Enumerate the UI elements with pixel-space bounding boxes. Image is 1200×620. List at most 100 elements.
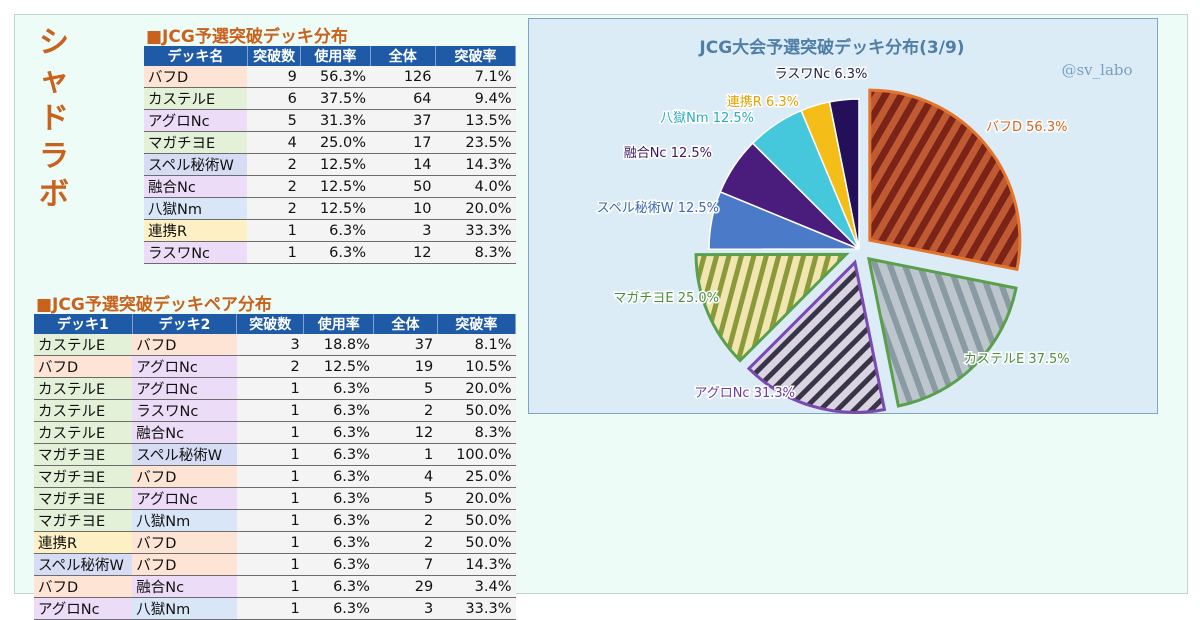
- table-row: ラスワNc 1 6.3% 12 8.3%: [144, 241, 516, 264]
- value-cell: 1: [236, 421, 304, 444]
- watermark: @sv_labo: [1061, 61, 1132, 79]
- value-cell: 1: [236, 465, 304, 488]
- deck-name-cell: カステルE: [144, 87, 248, 110]
- value-cell: 6.3%: [303, 531, 374, 554]
- deck-name-cell: 八獄Nm: [132, 509, 237, 532]
- value-cell: 1: [236, 443, 304, 466]
- table-row: カステルE 融合Nc 1 6.3% 12 8.3%: [34, 421, 516, 444]
- pie-chart: JCG大会予選突破デッキ分布(3/9) @sv_labo バフD 56.3% カス…: [595, 37, 1133, 414]
- table-row: 連携R バフD 1 6.3% 2 50.0%: [34, 531, 516, 554]
- deck-name-cell: スペル秘術W: [132, 443, 237, 466]
- value-cell: 12.5%: [303, 355, 374, 378]
- column-header: 突破数: [247, 46, 302, 66]
- value-cell: 3: [373, 597, 438, 620]
- pie-slice: [694, 252, 850, 363]
- deck-table-title: ■JCG予選突破デッキ分布: [146, 27, 348, 47]
- value-cell: 10: [370, 197, 436, 220]
- value-cell: 50: [370, 175, 436, 198]
- slice-label: バフD 56.3%: [986, 120, 1067, 135]
- value-cell: 7: [373, 553, 438, 576]
- deck-name-cell: マガチヨE: [34, 509, 133, 532]
- table-row: アグロNc 八獄Nm 1 6.3% 3 33.3%: [34, 597, 516, 620]
- value-cell: 6.3%: [300, 241, 371, 264]
- value-cell: 4.0%: [435, 175, 516, 198]
- value-cell: 14.3%: [437, 553, 516, 576]
- value-cell: 3: [370, 219, 436, 242]
- deck-name-cell: アグロNc: [132, 355, 237, 378]
- column-header: 全体: [370, 46, 437, 66]
- table-row: バフD 融合Nc 1 6.3% 29 3.4%: [34, 575, 516, 598]
- side-title-char: ボ: [39, 177, 69, 212]
- slice-label: マガチヨE 25.0%: [613, 291, 719, 306]
- deck-distribution-table: デッキ名 突破数 使用率 全体 突破率 バフD 9 56.3% 126 7.1% カステルE 6 37…: [144, 46, 516, 264]
- value-cell: 17: [370, 131, 436, 154]
- value-cell: 25.0%: [437, 465, 516, 488]
- column-header: 突破数: [236, 314, 305, 334]
- table-row: マガチヨE スペル秘術W 1 6.3% 1 100.0%: [34, 443, 516, 466]
- value-cell: 6.3%: [303, 509, 374, 532]
- deck-name-cell: 連携R: [34, 531, 133, 554]
- column-header: 使用率: [303, 314, 375, 334]
- pie-chart-panel: JCG大会予選突破デッキ分布(3/9) @sv_labo バフD 56.3% カス…: [528, 18, 1158, 414]
- value-cell: 37: [370, 109, 436, 132]
- chart-title: JCG大会予選突破デッキ分布(3/9): [698, 37, 964, 58]
- value-cell: 64: [370, 87, 436, 110]
- deck-name-cell: アグロNc: [132, 377, 237, 400]
- side-title-char: ラ: [39, 139, 69, 174]
- value-cell: 19: [373, 355, 438, 378]
- value-cell: 2: [247, 153, 301, 176]
- value-cell: 100.0%: [437, 443, 516, 466]
- value-cell: 8.1%: [437, 334, 516, 356]
- table-row: カステルE 6 37.5% 64 9.4%: [144, 87, 516, 110]
- value-cell: 1: [236, 377, 304, 400]
- value-cell: 50.0%: [437, 531, 516, 554]
- pie-slice: [828, 98, 860, 250]
- value-cell: 1: [236, 553, 304, 576]
- table-row: スペル秘術W バフD 1 6.3% 7 14.3%: [34, 553, 516, 576]
- table-row: 八獄Nm 2 12.5% 10 20.0%: [144, 197, 516, 220]
- value-cell: 12.5%: [300, 197, 371, 220]
- value-cell: 50.0%: [437, 399, 516, 422]
- deck-name-cell: カステルE: [34, 334, 133, 356]
- value-cell: 1: [373, 443, 438, 466]
- value-cell: 2: [236, 355, 304, 378]
- value-cell: 25.0%: [300, 131, 371, 154]
- value-cell: 6.3%: [300, 219, 371, 242]
- deck-name-cell: ラスワNc: [144, 241, 248, 264]
- value-cell: 18.8%: [303, 334, 374, 356]
- value-cell: 1: [236, 487, 304, 510]
- deck-name-cell: 融合Nc: [144, 175, 248, 198]
- deck-name-cell: カステルE: [34, 377, 133, 400]
- value-cell: 23.5%: [435, 131, 516, 154]
- table-row: カステルE バフD 3 18.8% 37 8.1%: [34, 334, 516, 356]
- table-row: バフD アグロNc 2 12.5% 19 10.5%: [34, 355, 516, 378]
- table-row: マガチヨE 4 25.0% 17 23.5%: [144, 131, 516, 154]
- column-header: デッキ名: [144, 46, 248, 66]
- value-cell: 3: [236, 334, 304, 356]
- deck-name-cell: スペル秘術W: [34, 553, 133, 576]
- deck-name-cell: バフD: [144, 66, 248, 88]
- deck-name-cell: バフD: [132, 553, 237, 576]
- value-cell: 1: [247, 219, 301, 242]
- value-cell: 6.3%: [303, 377, 374, 400]
- deck-name-cell: マガチヨE: [34, 465, 133, 488]
- table-row: 連携R 1 6.3% 3 33.3%: [144, 219, 516, 242]
- side-title-char: ド: [39, 101, 69, 136]
- deck-name-cell: 連携R: [144, 219, 248, 242]
- value-cell: 6.3%: [303, 399, 374, 422]
- deck-name-cell: マガチヨE: [34, 443, 133, 466]
- slice-label: 連携R 6.3%: [727, 94, 799, 110]
- table-header-row: デッキ名 突破数 使用率 全体 突破率: [144, 46, 516, 66]
- deck-name-cell: カステルE: [34, 421, 133, 444]
- table-row: カステルE アグロNc 1 6.3% 5 20.0%: [34, 377, 516, 400]
- value-cell: 5: [247, 109, 301, 132]
- deck-name-cell: バフD: [132, 531, 237, 554]
- pie-slice: [746, 259, 887, 414]
- column-header: デッキ1: [34, 314, 133, 334]
- deck-name-cell: スペル秘術W: [144, 153, 248, 176]
- deck-name-cell: バフD: [132, 465, 237, 488]
- value-cell: 9.4%: [435, 87, 516, 110]
- value-cell: 6: [247, 87, 301, 110]
- value-cell: 7.1%: [435, 66, 516, 88]
- deck-name-cell: バフD: [132, 334, 237, 356]
